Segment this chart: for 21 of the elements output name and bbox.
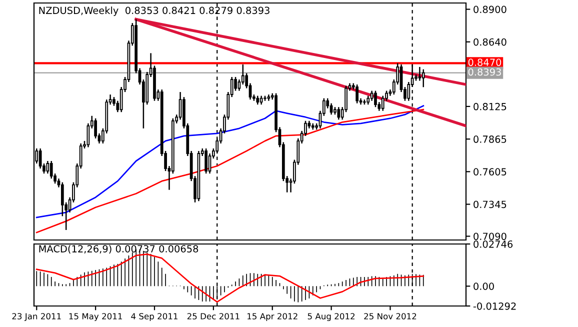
y-tick-label: 0.8125 [474,102,506,110]
chart-title: NZDUSD,Weekly 0.8353 0.8421 0.8279 0.8393 [39,6,270,16]
x-tick-label: 15 May 2011 [69,313,122,322]
y-tick-label: 0.8900 [474,6,506,14]
x-tick-label: 5 Aug 2012 [308,313,354,322]
x-tick-label: 23 Jan 2011 [12,313,61,321]
chart-title: MACD(12,26,9) 0.00737 0.00658 [39,244,198,254]
x-tick-label: 15 Apr 2012 [248,313,298,322]
y-tick-label: 0.8640 [474,38,506,46]
y-tick-label: 0.7345 [474,200,506,208]
y-tick-label: 0.02746 [474,240,513,248]
y-tick-label: 0.7090 [474,232,506,240]
x-tick-label: 25 Dec 2011 [187,313,240,320]
y-tick-label: 0.7605 [474,168,506,176]
ref-line-label: 0.8470 [468,58,502,66]
y-tick-label: 0.7865 [474,136,506,143]
x-tick-label: 4 Sep 2011 [131,313,178,322]
y-tick-label: -0.01292 [473,302,516,310]
ref-line-label: 0.8393 [468,68,501,76]
y-tick-label: 0.00 [474,282,494,290]
x-tick-label: 25 Nov 2012 [364,313,416,320]
